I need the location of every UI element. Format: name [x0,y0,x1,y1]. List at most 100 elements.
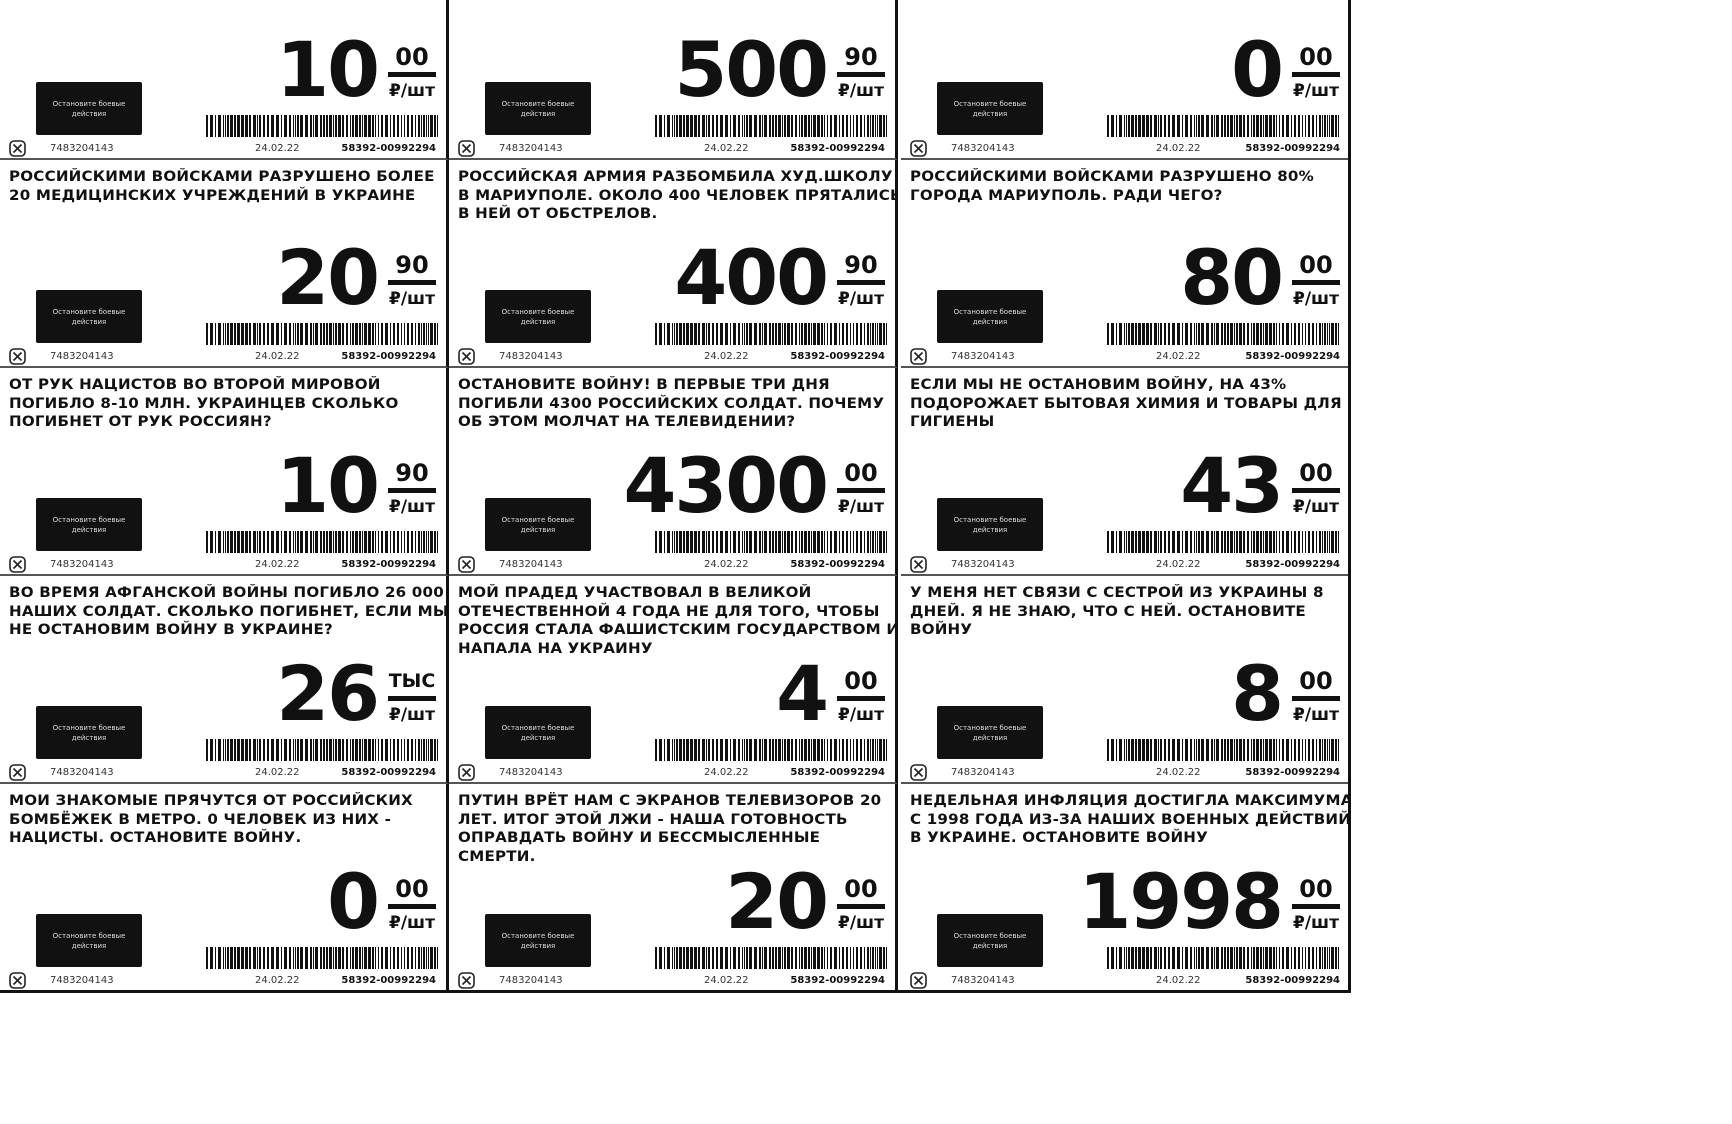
barcode [206,739,438,761]
barcode-bar [742,115,743,137]
barcode-bar [355,531,358,553]
barcode-bar [364,947,367,969]
barcode-bar [1273,739,1275,761]
barcode-bar [364,323,367,345]
barcode-bar [397,115,399,137]
barcode-bar [655,531,657,553]
barcode-bar [730,947,731,969]
barcode-bar [1116,947,1117,969]
barcode-bar [811,947,812,969]
barcode-bar [333,323,334,345]
barcode-bar [1234,947,1235,969]
barcode-bar [411,739,413,761]
barcode-bar [342,531,344,553]
barcode-bar [289,531,291,553]
barcode [206,323,438,345]
barcode-bar [404,739,405,761]
barcode-bar [305,323,308,345]
barcode-bar [744,739,745,761]
barcode-bar [227,115,229,137]
barcode-bar [1158,947,1159,969]
barcode-bar [1273,947,1275,969]
barcode-bar [1331,739,1334,761]
barcode-bar [804,947,807,969]
barcode-bar [230,739,233,761]
barcode-bar [310,531,312,553]
barcode-bar [1312,115,1314,137]
barcode-bar [824,115,825,137]
barcode-bar [259,323,261,345]
barcode-bar [1294,115,1296,137]
barcode-bar [326,739,328,761]
barcode-bar [210,323,213,345]
barcode-bar [1224,115,1226,137]
barcode-bar [423,739,425,761]
barcode-bar [698,531,700,553]
barcode-bar [1294,739,1296,761]
barcode-bar [423,531,425,553]
tag-unit: ₽/шт [838,497,884,517]
x-box-icon [458,140,475,157]
barcode-bar [1177,115,1180,137]
barcode-bar [1331,115,1334,137]
barcode-bar [879,947,882,969]
tag-code: 7483204143 [951,143,1015,154]
barcode-bar [1124,323,1125,345]
barcode-bar [1269,739,1272,761]
barcode-bar [1265,739,1268,761]
barcode-bar [706,115,707,137]
barcode-bar [295,739,296,761]
tag-price: 4 [776,649,829,738]
barcode-bar [326,323,328,345]
barcode-bar [281,947,282,969]
barcode [655,531,887,553]
barcode-bar [234,323,236,345]
barcode-bar [784,739,786,761]
barcode-bar [230,115,233,137]
barcode-bar [1224,947,1226,969]
barcode-bar [1291,739,1292,761]
barcode-bar [1236,947,1238,969]
price-tag: МОИ ЗНАКОМЫЕ ПРЯЧУТСЯ ОТ РОССИЙСКИХ БОМБ… [0,784,449,990]
barcode-bar [762,115,763,137]
tag-message: ОСТАНОВИТЕ ВОЙНУ! В ПЕРВЫЕ ТРИ ДНЯ ПОГИБ… [458,377,885,430]
barcode-bar [830,531,832,553]
barcode-bar [1239,115,1242,137]
barcode-bar [434,115,436,137]
barcode-bar [664,115,665,137]
fraction-bar [1292,488,1340,493]
barcode-bar [1168,531,1170,553]
price-tag: ПУТИН ВРЁТ НАМ С ЭКРАНОВ ТЕЛЕВИЗОРОВ 20 … [449,784,898,990]
barcode-bar [434,739,436,761]
barcode-bar [1227,947,1229,969]
barcode-bar [267,947,269,969]
barcode-bar [733,115,736,137]
tag-date: 24.02.22 [704,351,749,362]
barcode-bar [1216,947,1219,969]
barcode-bar [864,739,865,761]
barcode-bar [1154,323,1157,345]
barcode-bar [375,115,376,137]
barcode-bar [430,531,433,553]
barcode-bar [762,739,763,761]
barcode-bar [437,531,438,553]
barcode-bar [690,739,693,761]
barcode-bar [1234,531,1235,553]
barcode-bar [808,531,810,553]
barcode-bar [407,323,409,345]
barcode-bar [842,323,844,345]
barcode-bar [725,947,728,969]
barcode-bar [227,947,229,969]
barcode-bar [1322,323,1323,345]
barcode-bar [1111,115,1114,137]
barcode-bar [1329,323,1330,345]
barcode-bar [706,323,707,345]
barcode-bar [674,739,675,761]
barcode-bar [708,739,710,761]
barcode-bar [834,531,837,553]
barcode-bar [352,323,354,345]
barcode-bar [263,947,265,969]
tag-price-fraction: 00 ₽/шт [388,44,436,101]
barcode-bar [393,531,395,553]
barcode-bar [827,531,828,553]
